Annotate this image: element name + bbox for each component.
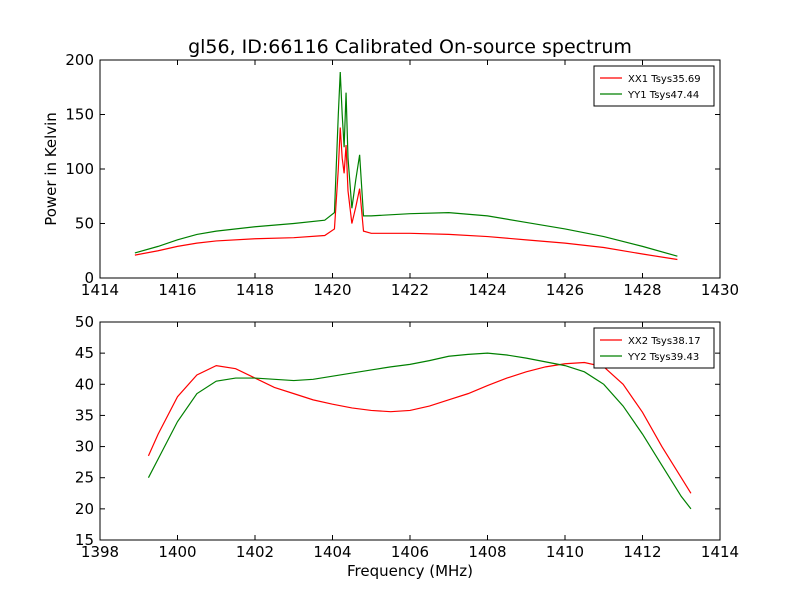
x-tick-label: 1406 bbox=[391, 543, 429, 561]
figure-title: gl56, ID:66116 Calibrated On-source spec… bbox=[188, 36, 632, 58]
x-tick-label: 1412 bbox=[623, 543, 661, 561]
y-tick-label: 25 bbox=[75, 469, 94, 487]
y-tick-label: 15 bbox=[75, 531, 94, 549]
y-tick-label: 50 bbox=[75, 215, 94, 233]
series-line-0-1 bbox=[134, 71, 678, 257]
x-axis-label: Frequency (MHz) bbox=[347, 562, 473, 580]
legend-entry-label: XX2 Tsys38.17 bbox=[628, 336, 701, 347]
x-tick-label: 1402 bbox=[236, 543, 274, 561]
x-tick-label: 1414 bbox=[701, 543, 739, 561]
x-tick-label: 1410 bbox=[546, 543, 584, 561]
x-tick-label: 1420 bbox=[313, 281, 351, 299]
y-tick-label: 0 bbox=[84, 269, 94, 287]
y-tick-label: 35 bbox=[75, 406, 94, 424]
legend-entry-label: XX1 Tsys35.69 bbox=[628, 74, 701, 85]
x-tick-label: 1422 bbox=[391, 281, 429, 299]
y-tick-label: 150 bbox=[65, 106, 94, 124]
x-tick-label: 1430 bbox=[701, 281, 739, 299]
x-tick-label: 1428 bbox=[623, 281, 661, 299]
bottom-plot: 1398 1400 1402 1404 1406 1408 1410 1412 1414 15 20… bbox=[75, 313, 739, 580]
legend-entry-label: YY1 Tsys47.44 bbox=[627, 90, 699, 101]
y-tick-label: 100 bbox=[65, 160, 94, 178]
x-tick-label: 1418 bbox=[236, 281, 274, 299]
y-tick-label: 40 bbox=[75, 375, 94, 393]
y-tick-label: 200 bbox=[65, 51, 94, 69]
legend-box bbox=[593, 65, 715, 107]
legend: XX1 Tsys35.69 YY1 Tsys47.44 bbox=[593, 65, 715, 107]
x-tick-label: 1416 bbox=[158, 281, 196, 299]
series-line-0-0 bbox=[134, 127, 678, 261]
x-tick-label: 1404 bbox=[313, 543, 351, 561]
x-tick-label: 1426 bbox=[546, 281, 584, 299]
y-tick-label: 50 bbox=[75, 313, 94, 331]
x-tick-label: 1408 bbox=[468, 543, 506, 561]
y-tick-label: 45 bbox=[75, 344, 94, 362]
x-tick-label: 1400 bbox=[158, 543, 196, 561]
x-tick-label: 1398 bbox=[81, 543, 119, 561]
x-tick-label: 1414 bbox=[81, 281, 119, 299]
legend: XX2 Tsys38.17 YY2 Tsys39.43 bbox=[593, 327, 715, 369]
y-tick-label: 30 bbox=[75, 438, 94, 456]
y-tick-label: 20 bbox=[75, 500, 94, 518]
legend-entry-label: YY2 Tsys39.43 bbox=[627, 352, 699, 363]
x-tick-label: 1424 bbox=[468, 281, 506, 299]
top-plot: 1414 1416 1418 1420 1422 1424 1426 1428 1430 0 50 1… bbox=[42, 51, 739, 299]
series-line-1-1 bbox=[147, 352, 692, 510]
legend-box bbox=[593, 327, 715, 369]
series-line-1-0 bbox=[147, 361, 692, 494]
y-axis-label: Power in Kelvin bbox=[42, 112, 60, 226]
